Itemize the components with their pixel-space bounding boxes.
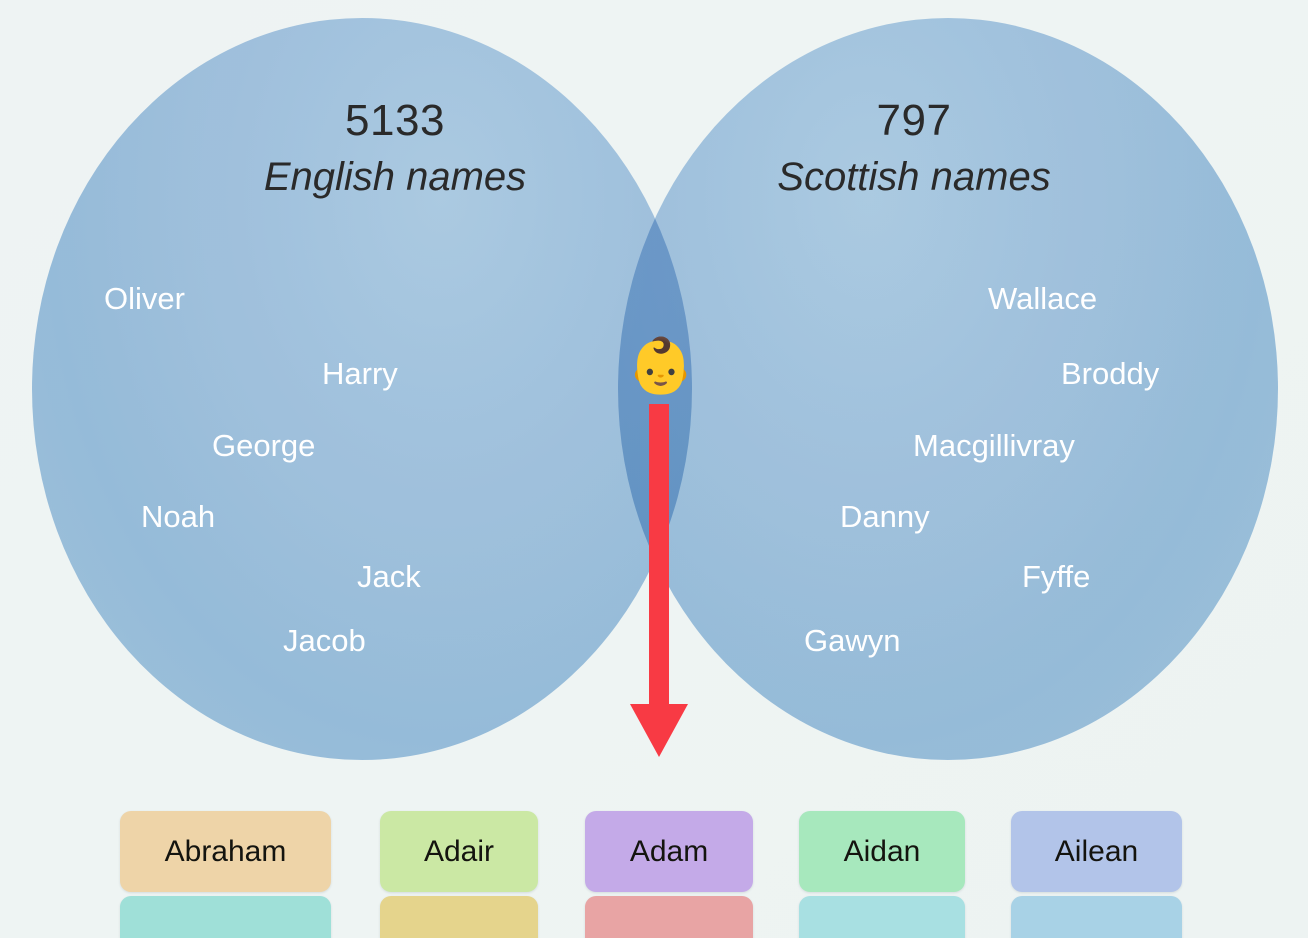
sample-name-english-4: Jack (357, 559, 421, 594)
scottish-count: 797 (876, 96, 952, 145)
sample-name-scottish-4: Fyffe (1022, 559, 1091, 594)
name-chip-label: Aidan (843, 834, 921, 868)
name-chip-abraham[interactable]: Abraham (120, 811, 331, 892)
scottish-label: Scottish names (777, 155, 1051, 200)
sample-name-english-5: Jacob (283, 623, 366, 658)
sample-name-english-3: Noah (141, 499, 216, 534)
sample-name-english-2: George (212, 428, 316, 463)
scottish-set-heading: 797 Scottish names (694, 96, 1134, 200)
english-set-heading: 5133 English names (175, 96, 615, 200)
baby-icon: 👶 (627, 336, 695, 396)
name-chip-adair[interactable]: Adair (380, 811, 538, 892)
name-chip[interactable] (799, 896, 965, 938)
venn-circle-scottish (618, 18, 1278, 760)
venn-circle-english (32, 18, 692, 760)
name-chip[interactable] (585, 896, 753, 938)
english-count: 5133 (345, 96, 445, 145)
name-chip-label: Ailean (1054, 834, 1139, 868)
name-chip-label: Abraham (164, 834, 287, 868)
name-chip-grid: Abraham Adair Adam Aidan Ailean (0, 808, 1308, 938)
name-chip[interactable] (380, 896, 538, 938)
name-chip-adam[interactable]: Adam (585, 811, 753, 892)
name-chip[interactable] (1011, 896, 1182, 938)
english-label: English names (263, 155, 527, 200)
name-chip-ailean[interactable]: Ailean (1011, 811, 1182, 892)
sample-name-scottish-0: Wallace (988, 281, 1098, 316)
sample-name-english-0: Oliver (104, 281, 185, 316)
name-chip[interactable] (120, 896, 331, 938)
venn-circles-layer (32, 18, 1278, 760)
chip-row: Abraham Adair Adam Aidan Ailean (0, 808, 1308, 893)
sample-name-scottish-2: Macgillivray (913, 428, 1075, 463)
sample-name-scottish-1: Broddy (1061, 356, 1160, 391)
sample-name-scottish-3: Danny (840, 499, 930, 534)
name-chip-label: Adair (423, 834, 495, 868)
name-chip-label: Adam (629, 834, 709, 868)
sample-name-english-1: Harry (322, 356, 398, 391)
sample-name-scottish-5: Gawyn (804, 623, 901, 658)
chip-row (0, 893, 1308, 938)
name-chip-aidan[interactable]: Aidan (799, 811, 965, 892)
